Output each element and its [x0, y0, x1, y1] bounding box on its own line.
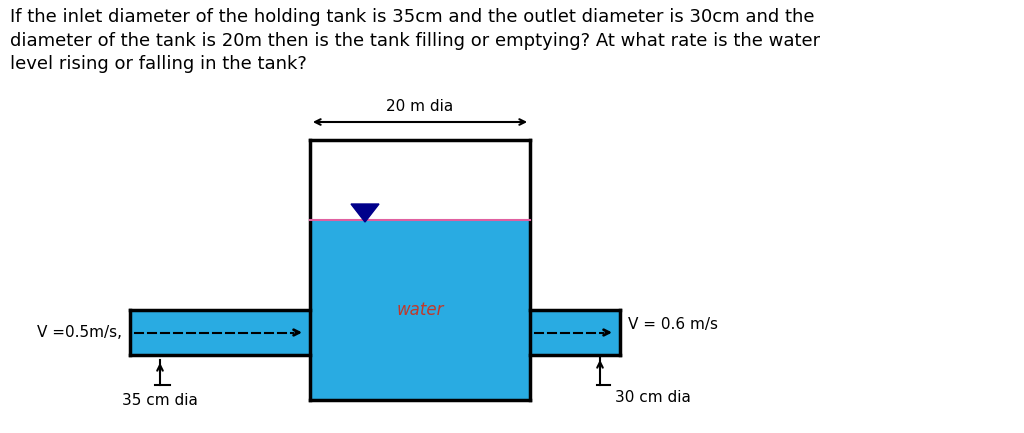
Text: 20 m dia: 20 m dia: [386, 99, 454, 114]
Text: water: water: [396, 301, 443, 319]
Text: 30 cm dia: 30 cm dia: [615, 390, 691, 405]
Text: If the inlet diameter of the holding tank is 35cm and the outlet diameter is 30c: If the inlet diameter of the holding tan…: [10, 8, 820, 73]
Text: 35 cm dia: 35 cm dia: [122, 393, 198, 408]
Text: V =0.5m/s,: V =0.5m/s,: [37, 325, 122, 340]
Bar: [130, 310, 310, 355]
Text: V = 0.6 m/s: V = 0.6 m/s: [628, 317, 718, 332]
Bar: [530, 310, 620, 355]
Polygon shape: [351, 204, 379, 222]
Bar: [310, 220, 530, 400]
